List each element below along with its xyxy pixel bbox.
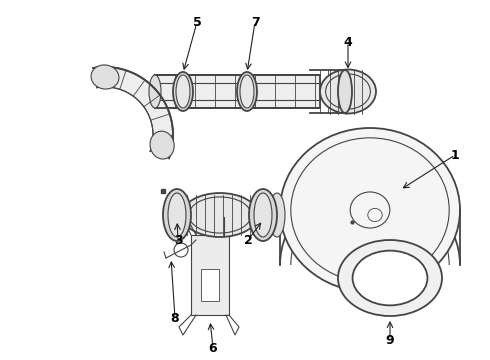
Text: 7: 7 xyxy=(250,15,259,28)
Polygon shape xyxy=(93,67,173,158)
Text: 5: 5 xyxy=(193,15,201,28)
Ellipse shape xyxy=(173,72,193,111)
Ellipse shape xyxy=(249,189,277,241)
Text: 3: 3 xyxy=(173,234,182,247)
Ellipse shape xyxy=(320,69,376,113)
Ellipse shape xyxy=(353,251,427,305)
Ellipse shape xyxy=(149,75,161,108)
Polygon shape xyxy=(201,269,219,301)
Polygon shape xyxy=(191,235,229,315)
Ellipse shape xyxy=(176,75,190,108)
Ellipse shape xyxy=(269,193,285,237)
Text: 1: 1 xyxy=(451,149,460,162)
FancyBboxPatch shape xyxy=(155,75,320,108)
Ellipse shape xyxy=(280,128,460,292)
Ellipse shape xyxy=(338,240,442,316)
Text: 9: 9 xyxy=(386,333,394,346)
Ellipse shape xyxy=(163,189,191,241)
Ellipse shape xyxy=(91,65,119,89)
Ellipse shape xyxy=(150,131,174,159)
Ellipse shape xyxy=(254,193,272,237)
Ellipse shape xyxy=(338,70,352,113)
Ellipse shape xyxy=(240,75,254,108)
Ellipse shape xyxy=(237,72,257,111)
Text: 8: 8 xyxy=(171,311,179,324)
Text: 2: 2 xyxy=(244,234,252,247)
Ellipse shape xyxy=(168,193,186,237)
Text: 4: 4 xyxy=(343,36,352,49)
Ellipse shape xyxy=(182,193,258,237)
Text: 6: 6 xyxy=(209,342,217,355)
